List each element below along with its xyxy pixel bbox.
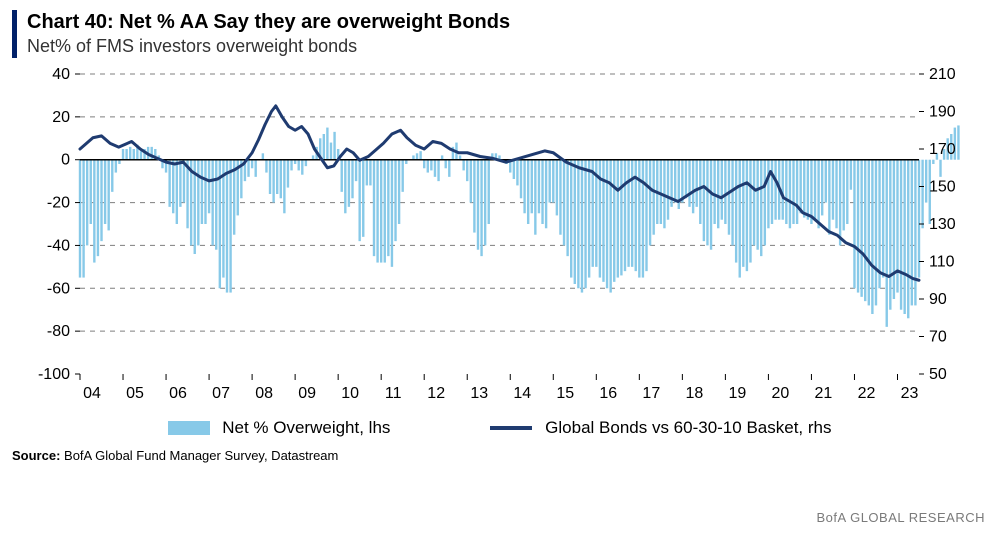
svg-text:0: 0 — [61, 151, 70, 168]
svg-text:09: 09 — [298, 385, 316, 402]
svg-text:22: 22 — [858, 385, 876, 402]
svg-text:-40: -40 — [47, 237, 70, 254]
chart-subtitle: Net% of FMS investors overweight bonds — [27, 35, 987, 58]
brand-mark: BofA GLOBAL RESEARCH — [817, 510, 985, 525]
legend-swatch-bar — [168, 421, 210, 435]
svg-text:20: 20 — [52, 108, 70, 125]
svg-text:130: 130 — [929, 216, 956, 233]
svg-text:21: 21 — [815, 385, 833, 402]
svg-text:110: 110 — [929, 253, 955, 270]
svg-text:10: 10 — [341, 385, 359, 402]
svg-text:23: 23 — [901, 385, 919, 402]
svg-text:14: 14 — [513, 385, 531, 402]
legend-label-line: Global Bonds vs 60-30-10 Basket, rhs — [545, 418, 831, 437]
svg-text:07: 07 — [212, 385, 230, 402]
svg-text:170: 170 — [929, 141, 956, 158]
svg-text:06: 06 — [169, 385, 187, 402]
svg-text:15: 15 — [556, 385, 574, 402]
legend-item-bars: Net % Overweight, lhs — [168, 418, 391, 438]
svg-text:19: 19 — [728, 385, 746, 402]
svg-text:210: 210 — [929, 66, 956, 83]
source-label: Source: — [12, 448, 60, 463]
svg-text:20: 20 — [772, 385, 790, 402]
legend: Net % Overweight, lhs Global Bonds vs 60… — [12, 418, 987, 438]
svg-text:150: 150 — [929, 178, 956, 195]
svg-text:04: 04 — [83, 385, 101, 402]
legend-swatch-line — [490, 426, 532, 430]
chart-title: Chart 40: Net % AA Say they are overweig… — [27, 10, 987, 35]
svg-text:08: 08 — [255, 385, 273, 402]
svg-text:70: 70 — [929, 328, 947, 345]
source-line: Source: BofA Global Fund Manager Survey,… — [12, 448, 987, 463]
svg-text:17: 17 — [642, 385, 660, 402]
svg-text:90: 90 — [929, 291, 947, 308]
svg-text:-100: -100 — [38, 366, 70, 383]
svg-text:50: 50 — [929, 366, 947, 383]
svg-text:-60: -60 — [47, 280, 70, 297]
svg-text:16: 16 — [599, 385, 617, 402]
svg-text:40: 40 — [52, 66, 70, 83]
chart-container: Chart 40: Net % AA Say they are overweig… — [0, 0, 999, 535]
svg-text:190: 190 — [929, 103, 956, 120]
svg-text:12: 12 — [427, 385, 445, 402]
svg-text:13: 13 — [470, 385, 488, 402]
source-text: BofA Global Fund Manager Survey, Datastr… — [64, 448, 338, 463]
svg-text:-80: -80 — [47, 323, 70, 340]
svg-text:-20: -20 — [47, 194, 70, 211]
svg-text:18: 18 — [685, 385, 703, 402]
legend-item-line: Global Bonds vs 60-30-10 Basket, rhs — [490, 418, 831, 438]
chart-area: 40200-20-40-60-80-1002101901701501301109… — [12, 64, 987, 438]
svg-text:11: 11 — [385, 385, 402, 402]
legend-label-bars: Net % Overweight, lhs — [222, 418, 390, 437]
title-block: Chart 40: Net % AA Say they are overweig… — [12, 10, 987, 58]
svg-text:05: 05 — [126, 385, 144, 402]
chart-svg: 40200-20-40-60-80-1002101901701501301109… — [12, 64, 987, 414]
